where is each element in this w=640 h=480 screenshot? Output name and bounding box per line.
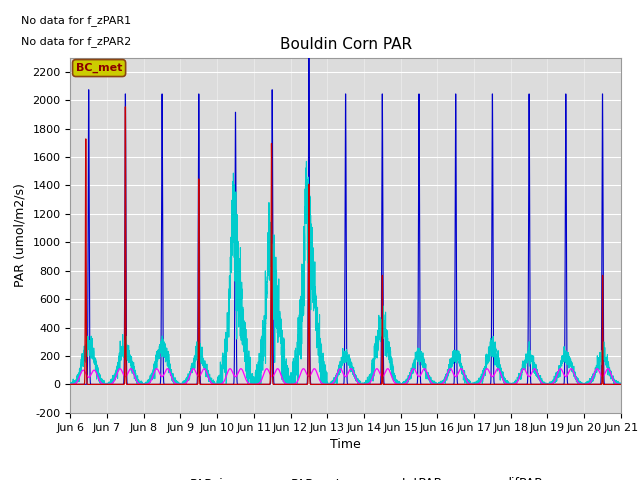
- Legend: PAR_in, PAR_out, totPAR, difPAR: PAR_in, PAR_out, totPAR, difPAR: [143, 472, 548, 480]
- Title: Bouldin Corn PAR: Bouldin Corn PAR: [280, 37, 412, 52]
- X-axis label: Time: Time: [330, 438, 361, 451]
- Text: No data for f_zPAR2: No data for f_zPAR2: [21, 36, 131, 47]
- Text: No data for f_zPAR1: No data for f_zPAR1: [21, 15, 131, 26]
- Text: BC_met: BC_met: [76, 63, 122, 73]
- Y-axis label: PAR (umol/m2/s): PAR (umol/m2/s): [14, 183, 27, 287]
